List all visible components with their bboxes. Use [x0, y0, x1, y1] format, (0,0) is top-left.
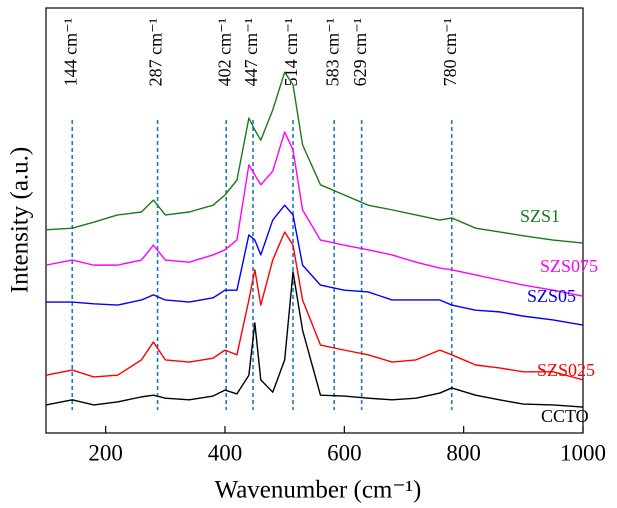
spectrum-line — [46, 204, 584, 326]
x-tick-label: 400 — [208, 440, 243, 465]
spectrum-line — [45, 71, 584, 244]
peak-label: 583 cm⁻¹ — [322, 18, 342, 86]
peak-label: 629 cm⁻¹ — [350, 18, 370, 86]
series-label: SZS1 — [520, 206, 560, 226]
spectrum-line — [45, 131, 584, 297]
peak-label: 447 cm⁻¹ — [241, 18, 261, 86]
series-label: CCTO — [541, 406, 589, 426]
x-tick-label: 600 — [327, 440, 362, 465]
series-label: SZS025 — [537, 360, 595, 380]
x-tick-label: 800 — [446, 440, 481, 465]
x-tick-label: 1000 — [560, 440, 606, 465]
peak-label: 780 cm⁻¹ — [440, 18, 460, 86]
spectrum-line — [45, 271, 584, 408]
peak-label: 144 cm⁻¹ — [60, 18, 80, 86]
y-axis-label: Intensity (a.u.) — [7, 147, 34, 293]
peak-label: 287 cm⁻¹ — [146, 18, 166, 86]
x-tick-label: 200 — [88, 440, 123, 465]
plot-frame — [45, 7, 584, 434]
peak-label: 402 cm⁻¹ — [214, 18, 234, 86]
spectrum-line — [45, 231, 584, 381]
peak-label: 514 cm⁻¹ — [281, 18, 301, 86]
series-label: SZS05 — [527, 286, 576, 306]
x-axis-label: Wavenumber (cm⁻¹) — [215, 477, 422, 504]
series-label: SZS075 — [540, 256, 598, 276]
